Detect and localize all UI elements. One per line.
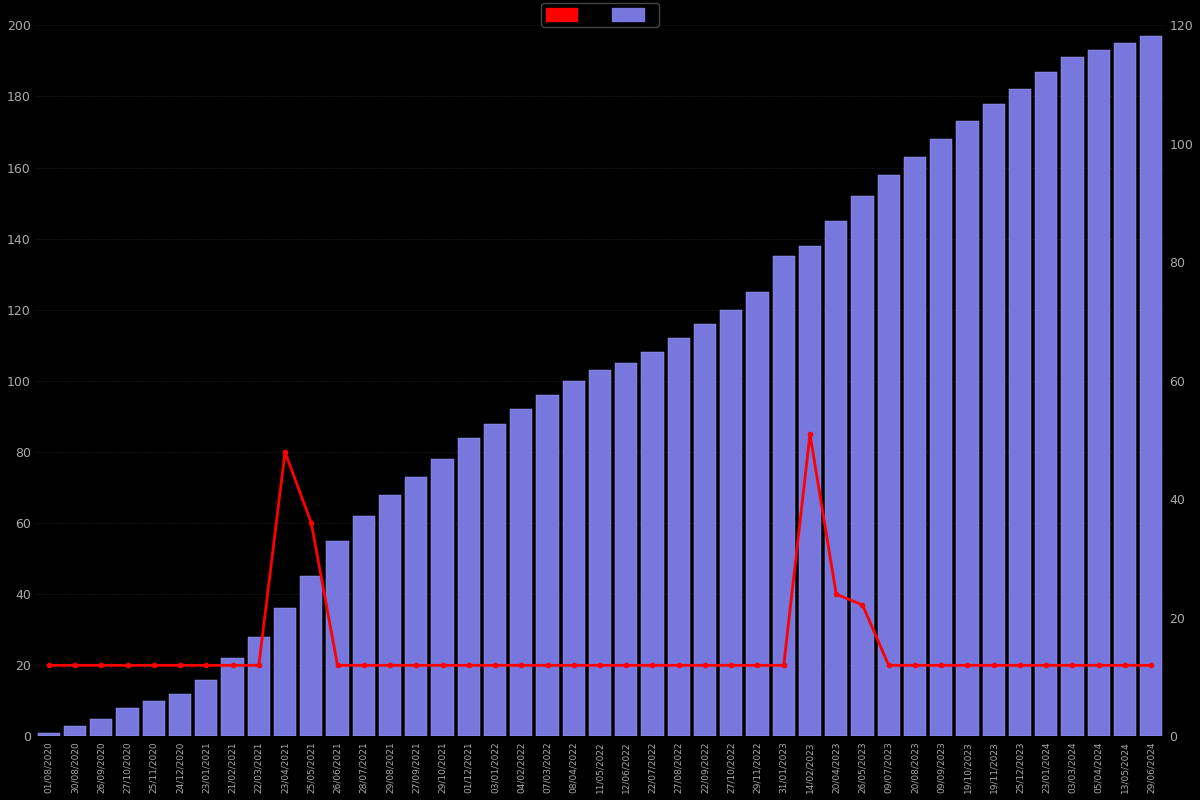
Bar	[379, 494, 401, 737]
Bar	[641, 353, 664, 737]
Bar	[1036, 71, 1057, 737]
Bar	[930, 139, 953, 737]
Bar	[773, 257, 794, 737]
Bar	[247, 637, 270, 737]
Bar	[510, 410, 533, 737]
Bar	[221, 658, 244, 737]
Bar	[983, 103, 1004, 737]
Bar	[64, 726, 86, 737]
Bar	[694, 324, 716, 737]
Bar	[143, 701, 164, 737]
Bar	[90, 718, 113, 737]
Bar	[851, 196, 874, 737]
Bar	[904, 157, 926, 737]
Bar	[1087, 50, 1110, 737]
Bar	[1061, 58, 1084, 737]
Bar	[484, 423, 506, 737]
Bar	[720, 310, 743, 737]
Bar	[799, 246, 821, 737]
Bar	[116, 708, 139, 737]
Bar	[457, 438, 480, 737]
Bar	[196, 679, 217, 737]
Bar	[563, 381, 584, 737]
Bar	[1009, 90, 1031, 737]
Bar	[1114, 43, 1136, 737]
Bar	[956, 122, 979, 737]
Bar	[274, 609, 296, 737]
Bar	[746, 292, 769, 737]
Bar	[536, 395, 559, 737]
Bar	[826, 221, 847, 737]
Bar	[300, 577, 323, 737]
Bar	[616, 363, 637, 737]
Bar	[667, 338, 690, 737]
Bar	[406, 477, 427, 737]
Bar	[877, 174, 900, 737]
Bar	[169, 694, 191, 737]
Bar	[431, 459, 454, 737]
Bar	[37, 733, 60, 737]
Legend: , : ,	[541, 3, 659, 26]
Bar	[326, 541, 349, 737]
Bar	[353, 516, 374, 737]
Bar	[589, 370, 611, 737]
Bar	[1140, 36, 1163, 737]
